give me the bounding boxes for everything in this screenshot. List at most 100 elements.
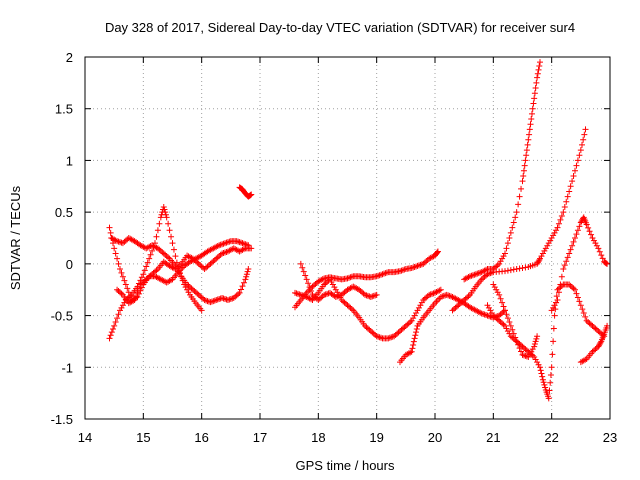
- data-point: [214, 254, 221, 261]
- data-point: [115, 288, 122, 295]
- data-point: [299, 292, 306, 299]
- grid-lines: [85, 57, 610, 419]
- data-point: [217, 241, 224, 248]
- data-point: [353, 285, 360, 292]
- data-point: [149, 247, 156, 254]
- data-point: [497, 258, 504, 265]
- data-point: [219, 294, 226, 301]
- data-point: [397, 268, 403, 275]
- data-point: [566, 188, 573, 195]
- data-point: [446, 292, 453, 299]
- x-tick-label: 15: [136, 430, 150, 445]
- data-point: [426, 291, 433, 298]
- data-point: [515, 341, 522, 348]
- data-point: [168, 233, 175, 240]
- data-point: [173, 264, 180, 271]
- data-point: [502, 250, 508, 257]
- data-point: [309, 283, 316, 290]
- data-point: [246, 192, 253, 199]
- data-point: [160, 203, 167, 210]
- data-point: [383, 269, 390, 276]
- y-tick-label: -1.5: [51, 412, 73, 427]
- data-point: [239, 240, 246, 247]
- data-point: [162, 211, 169, 218]
- data-point: [213, 297, 220, 304]
- data-point: [226, 296, 233, 303]
- x-tick-label: 19: [369, 430, 383, 445]
- data-point: [506, 235, 513, 241]
- data-point: [348, 306, 355, 313]
- data-point: [500, 303, 507, 310]
- data-point: [592, 325, 599, 332]
- data-point: [525, 353, 532, 360]
- data-point: [345, 274, 352, 281]
- data-point: [574, 294, 581, 301]
- data-point: [437, 286, 444, 293]
- data-point: [483, 266, 490, 273]
- data-point: [519, 264, 526, 271]
- data-point: [163, 214, 170, 221]
- data-point: [530, 100, 537, 107]
- data-point: [388, 334, 395, 341]
- data-point: [378, 271, 385, 278]
- data-point: [325, 277, 332, 284]
- data-point: [153, 267, 160, 274]
- data-point: [373, 291, 380, 298]
- data-point: [114, 238, 121, 245]
- data-point: [537, 367, 544, 374]
- data-point: [243, 271, 250, 278]
- data-point: [551, 229, 558, 236]
- data-point: [513, 338, 520, 345]
- data-point: [236, 239, 243, 246]
- data-point: [567, 282, 574, 289]
- data-point: [483, 312, 490, 319]
- data-point: [531, 90, 538, 97]
- data-point: [493, 286, 500, 293]
- data-point: [550, 232, 557, 239]
- data-point: [494, 262, 501, 269]
- series-sat-j: [461, 59, 543, 283]
- data-point: [370, 292, 377, 299]
- plot-frame: [84, 56, 611, 420]
- data-point: [410, 338, 417, 345]
- data-point: [547, 379, 554, 386]
- data-point: [418, 299, 425, 306]
- y-tick-label: -0.5: [51, 309, 73, 324]
- data-point: [194, 290, 201, 297]
- data-point: [510, 266, 517, 273]
- data-point: [401, 266, 408, 273]
- data-point: [499, 255, 506, 262]
- data-point: [551, 312, 558, 319]
- data-point: [487, 270, 494, 277]
- data-point: [589, 322, 596, 329]
- data-point: [210, 298, 217, 305]
- series-sat-e: [236, 184, 255, 200]
- series-sat-d: [114, 245, 255, 307]
- data-point: [219, 241, 226, 248]
- data-point: [414, 262, 421, 269]
- series-sat-k: [449, 126, 589, 314]
- data-point: [576, 152, 583, 159]
- data-point: [292, 289, 298, 296]
- data-point: [480, 275, 487, 282]
- data-point: [134, 289, 141, 296]
- data-point: [413, 263, 420, 270]
- data-point: [204, 263, 211, 270]
- data-point: [477, 269, 484, 276]
- data-point: [373, 273, 380, 280]
- data-point: [595, 245, 602, 252]
- data-point: [121, 277, 128, 284]
- data-point: [598, 252, 605, 259]
- data-point: [198, 294, 205, 301]
- data-point: [308, 296, 315, 303]
- data-point: [357, 288, 364, 295]
- data-point: [297, 291, 304, 298]
- data-point: [347, 285, 354, 292]
- data-point: [544, 242, 551, 249]
- data-point: [510, 219, 517, 226]
- data-point: [561, 262, 568, 269]
- data-point: [415, 304, 422, 311]
- data-point: [147, 251, 154, 258]
- data-point: [107, 229, 114, 236]
- data-point: [340, 290, 347, 297]
